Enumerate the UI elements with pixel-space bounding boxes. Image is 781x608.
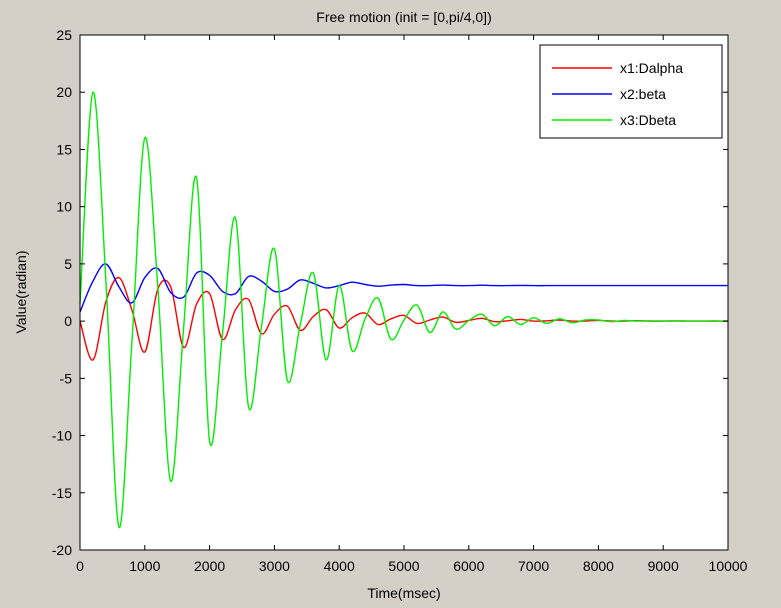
legend-label-x1: x1:Dalpha <box>620 60 683 76</box>
y-tick-label: -20 <box>52 542 72 558</box>
x-tick-label: 7000 <box>518 558 549 574</box>
series-line-2 <box>79 263 728 313</box>
y-axis-label: Value(radian) <box>13 250 29 333</box>
y-tick-label: 10 <box>56 199 72 215</box>
chart-title: Free motion (init = [0,pi/4,0]) <box>316 9 491 25</box>
legend: x1:Dalpha x2:beta x3:Dbeta <box>539 44 723 139</box>
x-tick-label: 1000 <box>129 558 160 574</box>
x-tick-label: 0 <box>76 558 84 574</box>
x-axis-label: Time(msec) <box>367 585 440 601</box>
x-tick-label: 9000 <box>648 558 679 574</box>
y-tick-label: 5 <box>64 256 72 272</box>
axis-ticks: 0 1000 2000 3000 4000 5000 6000 7000 8000 9000 100… <box>52 27 748 574</box>
y-tick-label: 0 <box>64 313 72 329</box>
y-tick-label: 20 <box>56 84 72 100</box>
x-tick-label: 10000 <box>709 558 748 574</box>
x-tick-label: 5000 <box>388 558 419 574</box>
y-tick-label: -15 <box>52 485 72 501</box>
y-tick-label: 15 <box>56 141 72 157</box>
x-tick-label: 2000 <box>194 558 225 574</box>
y-tick-label: -10 <box>52 428 72 444</box>
x-tick-label: 8000 <box>583 558 614 574</box>
y-tick-label: -5 <box>60 370 73 386</box>
legend-label-x3: x3:Dbeta <box>620 112 676 128</box>
legend-label-x2: x2:beta <box>620 86 666 102</box>
x-tick-label: 4000 <box>324 558 355 574</box>
x-tick-label: 3000 <box>259 558 290 574</box>
legend-box <box>539 44 723 139</box>
x-tick-label: 6000 <box>453 558 484 574</box>
series-lines <box>79 91 729 529</box>
series-line-3 <box>79 91 728 529</box>
y-tick-label: 25 <box>56 27 72 43</box>
